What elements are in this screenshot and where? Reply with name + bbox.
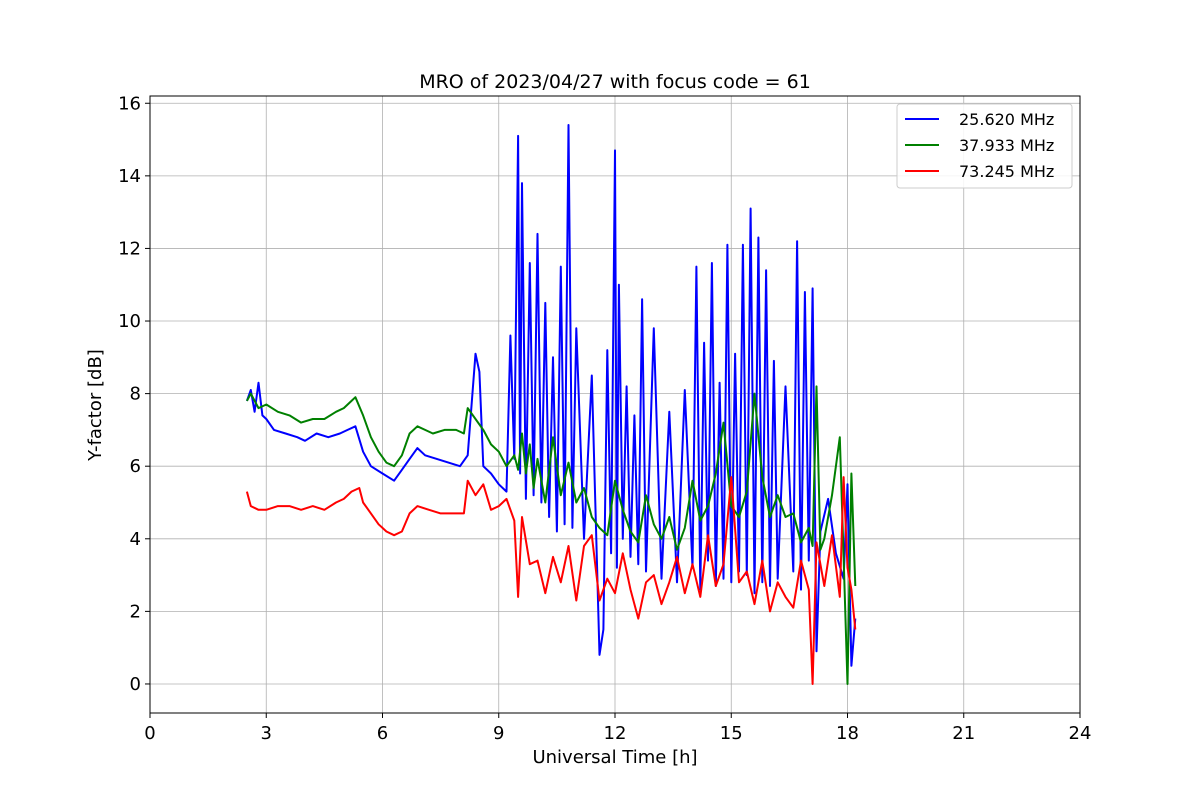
legend-label: 25.620 MHz	[959, 110, 1054, 129]
x-tick-label: 24	[1069, 723, 1092, 744]
y-tick-label: 14	[118, 166, 141, 187]
series-line-2	[246, 385, 857, 685]
y-tick-label: 6	[130, 456, 141, 477]
x-tick-label: 18	[836, 723, 859, 744]
x-axis: 0 3 6 9 12 15 18 21 24	[144, 713, 1091, 744]
y-tick-label: 16	[118, 93, 141, 114]
legend-label: 37.933 MHz	[959, 136, 1054, 155]
x-tick-label: 3	[261, 723, 272, 744]
series-line-3	[245, 476, 857, 685]
x-tick-label: 6	[377, 723, 388, 744]
y-axis: 0 2 4 6 8 10 12 14 16	[118, 93, 150, 695]
x-tick-label: 9	[493, 723, 504, 744]
legend: 25.620 MHz 37.933 MHz 73.245 MHz	[896, 103, 1073, 189]
x-tick-label: 0	[144, 723, 155, 744]
x-tick-label: 21	[952, 723, 975, 744]
y-tick-label: 12	[118, 238, 141, 259]
legend-box	[896, 103, 1073, 189]
series-lines	[245, 124, 857, 685]
y-tick-label: 8	[130, 384, 141, 405]
x-tick-label: 12	[604, 723, 627, 744]
y-tick-label: 10	[118, 311, 141, 332]
chart-title: MRO of 2023/04/27 with focus code = 61	[419, 71, 811, 93]
y-tick-label: 2	[130, 601, 141, 622]
series-line-1	[245, 124, 857, 667]
y-tick-label: 4	[130, 529, 141, 550]
x-axis-label: Universal Time [h]	[532, 747, 697, 768]
x-tick-label: 15	[720, 723, 743, 744]
legend-label: 73.245 MHz	[959, 162, 1054, 181]
y-axis-label: Y-factor [dB]	[85, 349, 106, 462]
y-tick-label: 0	[130, 674, 141, 695]
